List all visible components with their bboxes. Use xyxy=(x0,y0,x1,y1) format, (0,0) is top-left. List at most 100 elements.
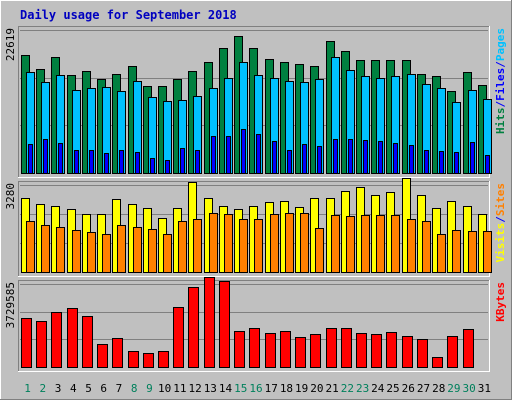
bar-files-day-4 xyxy=(74,150,79,174)
bar-sites-day-22 xyxy=(346,216,355,273)
bar-sites-day-7 xyxy=(117,225,126,273)
x-tick-label: 22 xyxy=(341,382,354,395)
legend-label: Pages xyxy=(494,28,507,61)
legend-separator: / xyxy=(494,101,507,108)
bar-files-day-19 xyxy=(302,144,307,174)
bar-files-day-26 xyxy=(409,145,414,174)
bar-sites-day-1 xyxy=(26,221,35,273)
bar-sites-day-9 xyxy=(148,229,157,273)
x-tick-label: 10 xyxy=(158,382,171,395)
legend-label: KBytes xyxy=(494,282,507,322)
bar-sites-day-15 xyxy=(239,219,248,273)
bar-files-day-21 xyxy=(333,139,338,174)
x-tick-label: 15 xyxy=(234,382,247,395)
x-tick-label: 23 xyxy=(356,382,369,395)
x-tick-label: 28 xyxy=(432,382,445,395)
bar-files-day-9 xyxy=(150,158,155,174)
bar-files-day-29 xyxy=(454,152,459,174)
legend-separator: / xyxy=(494,216,507,223)
bars xyxy=(21,36,492,368)
bar-sites-day-12 xyxy=(193,219,202,273)
bar-kbytes-day-30 xyxy=(463,329,474,368)
y-axis-max-label: 22619 xyxy=(4,28,17,61)
bar-files-day-10 xyxy=(165,160,170,174)
bar-files-day-3 xyxy=(58,143,63,174)
x-tick-label: 11 xyxy=(173,382,186,395)
bar-sites-day-6 xyxy=(102,234,111,273)
bar-files-day-22 xyxy=(348,139,353,174)
bar-kbytes-day-18 xyxy=(280,331,291,368)
bar-kbytes-day-13 xyxy=(204,277,215,368)
bar-files-day-7 xyxy=(119,150,124,174)
bar-sites-day-24 xyxy=(376,215,385,273)
x-tick-label: 3 xyxy=(55,382,62,395)
bar-kbytes-day-12 xyxy=(188,287,199,368)
bar-sites-day-28 xyxy=(437,234,446,273)
bar-kbytes-day-29 xyxy=(447,336,458,368)
bar-kbytes-day-10 xyxy=(158,351,169,368)
x-tick-label: 31 xyxy=(478,382,491,395)
bar-kbytes-day-9 xyxy=(143,353,154,368)
x-tick-label: 19 xyxy=(295,382,308,395)
bar-kbytes-day-23 xyxy=(356,333,367,368)
bar-sites-day-31 xyxy=(483,231,492,273)
x-tick-label: 20 xyxy=(310,382,323,395)
bar-kbytes-day-16 xyxy=(249,328,260,368)
bar-kbytes-day-14 xyxy=(219,281,230,368)
bar-kbytes-day-28 xyxy=(432,357,443,368)
chart-title: Daily usage for September 2018 xyxy=(20,8,237,22)
bar-kbytes-day-22 xyxy=(341,328,352,368)
x-tick-label: 2 xyxy=(40,382,47,395)
y-axis-labels: 22619 3280 3729585 xyxy=(4,28,17,328)
x-tick-label: 13 xyxy=(204,382,217,395)
bar-sites-day-21 xyxy=(331,215,340,273)
bar-files-day-28 xyxy=(439,151,444,174)
legend-kbytes: KBytes xyxy=(494,282,507,322)
bar-sites-day-11 xyxy=(178,221,187,273)
bar-files-day-15 xyxy=(241,129,246,174)
bar-files-day-6 xyxy=(104,153,109,174)
bar-sites-day-29 xyxy=(452,230,461,273)
x-tick-label: 25 xyxy=(386,382,399,395)
bar-files-day-14 xyxy=(226,136,231,174)
bar-kbytes-day-15 xyxy=(234,331,245,368)
bar-sites-day-18 xyxy=(285,213,294,273)
legend-label: Sites xyxy=(494,183,507,216)
bar-kbytes-day-20 xyxy=(310,334,321,368)
bar-kbytes-day-4 xyxy=(67,308,78,368)
legend-label: Files xyxy=(494,68,507,101)
x-tick-label: 17 xyxy=(265,382,278,395)
legend-visits-sites: Visits/Sites xyxy=(494,183,507,263)
x-tick-label: 5 xyxy=(85,382,92,395)
x-axis-labels: 1 2 3 4 5 6 7 8 9 10 11 12 13 14 15 16 17 18 19 20 21 22 23 24 2… xyxy=(24,382,491,395)
bar-kbytes-day-5 xyxy=(82,316,93,368)
x-tick-label: 7 xyxy=(116,382,123,395)
bar-files-day-13 xyxy=(211,136,216,174)
legend-label: Visits xyxy=(494,223,507,263)
bar-kbytes-day-26 xyxy=(402,336,413,368)
bar-sites-day-17 xyxy=(270,214,279,273)
bar-kbytes-day-2 xyxy=(36,321,47,368)
bar-files-day-17 xyxy=(272,141,277,174)
y-axis-max-label: 3280 xyxy=(4,183,17,210)
x-tick-label: 14 xyxy=(219,382,233,395)
bar-sites-day-27 xyxy=(422,221,431,273)
bar-sites-day-13 xyxy=(209,213,218,273)
bar-sites-day-2 xyxy=(41,225,50,273)
bar-sites-day-30 xyxy=(468,231,477,273)
bar-kbytes-day-19 xyxy=(295,337,306,368)
bar-files-day-31 xyxy=(485,155,490,174)
bar-kbytes-day-1 xyxy=(21,318,32,368)
x-tick-label: 1 xyxy=(24,382,31,395)
bar-kbytes-day-21 xyxy=(326,328,337,368)
bar-sites-day-10 xyxy=(163,234,172,273)
bar-sites-day-20 xyxy=(315,228,324,273)
x-tick-label: 9 xyxy=(146,382,153,395)
bar-sites-day-16 xyxy=(254,219,263,273)
legend-label: Hits xyxy=(494,108,507,135)
bar-kbytes-day-17 xyxy=(265,333,276,368)
bar-files-day-16 xyxy=(256,134,261,174)
bar-files-day-30 xyxy=(470,142,475,174)
x-tick-label: 16 xyxy=(249,382,262,395)
bar-kbytes-day-25 xyxy=(386,332,397,368)
